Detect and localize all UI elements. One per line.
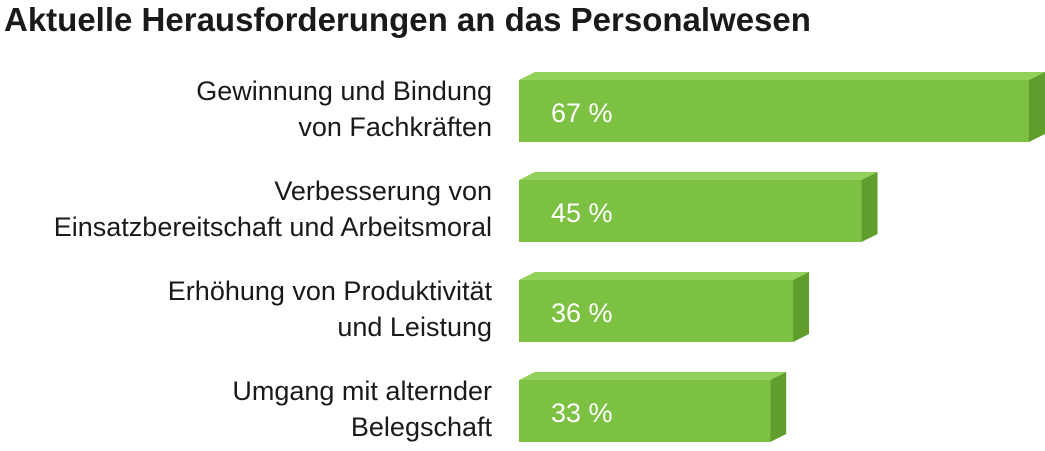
bar-side-face — [793, 272, 810, 342]
data-label: 36 % — [551, 298, 613, 328]
category-label-line: Verbesserung von — [274, 176, 492, 206]
data-label: 45 % — [551, 198, 613, 228]
bar — [519, 80, 1029, 142]
bar-group: 45 % Verbesserung von Einsatzbereitschaft … — [54, 172, 878, 242]
category-label: Verbesserung von Einsatzbereitschaft und … — [54, 176, 492, 242]
bar-top-face — [519, 172, 878, 180]
category-label-line: Erhöhung von Produktivität — [168, 276, 493, 306]
chart-title: Aktuelle Herausforderungen an das Person… — [4, 1, 811, 38]
category-label-line: Einsatzbereitschaft und Arbeitsmoral — [54, 212, 492, 242]
bar-group: 36 % Erhöhung von Produktivität und Leistu… — [168, 272, 810, 342]
category-label: Gewinnung und Bindung von Fachkräften — [196, 76, 492, 142]
bar-top-face — [519, 272, 810, 280]
data-label: 33 % — [551, 398, 613, 428]
category-label: Erhöhung von Produktivität und Leistung — [168, 276, 493, 342]
bar-group: 33 % Umgang mit alternder Belegschaft — [232, 372, 787, 442]
bar-top-face — [519, 72, 1045, 80]
bar — [519, 380, 771, 442]
bar-side-face — [1029, 72, 1045, 142]
category-label-line: von Fachkräften — [298, 112, 492, 142]
bar — [519, 280, 794, 342]
data-label: 67 % — [551, 98, 613, 128]
bar-top-face — [519, 372, 787, 380]
category-label-line: Gewinnung und Bindung — [196, 76, 492, 106]
category-label-line: und Leistung — [337, 312, 492, 342]
category-label-line: Umgang mit alternder — [232, 376, 492, 406]
category-label: Umgang mit alternder Belegschaft — [232, 376, 492, 442]
bar-side-face — [861, 172, 878, 242]
bar-side-face — [770, 372, 787, 442]
bar-group: 67 % Gewinnung und Bindung von Fachkräften — [196, 72, 1045, 142]
bar — [519, 180, 862, 242]
category-label-line: Belegschaft — [351, 412, 493, 442]
